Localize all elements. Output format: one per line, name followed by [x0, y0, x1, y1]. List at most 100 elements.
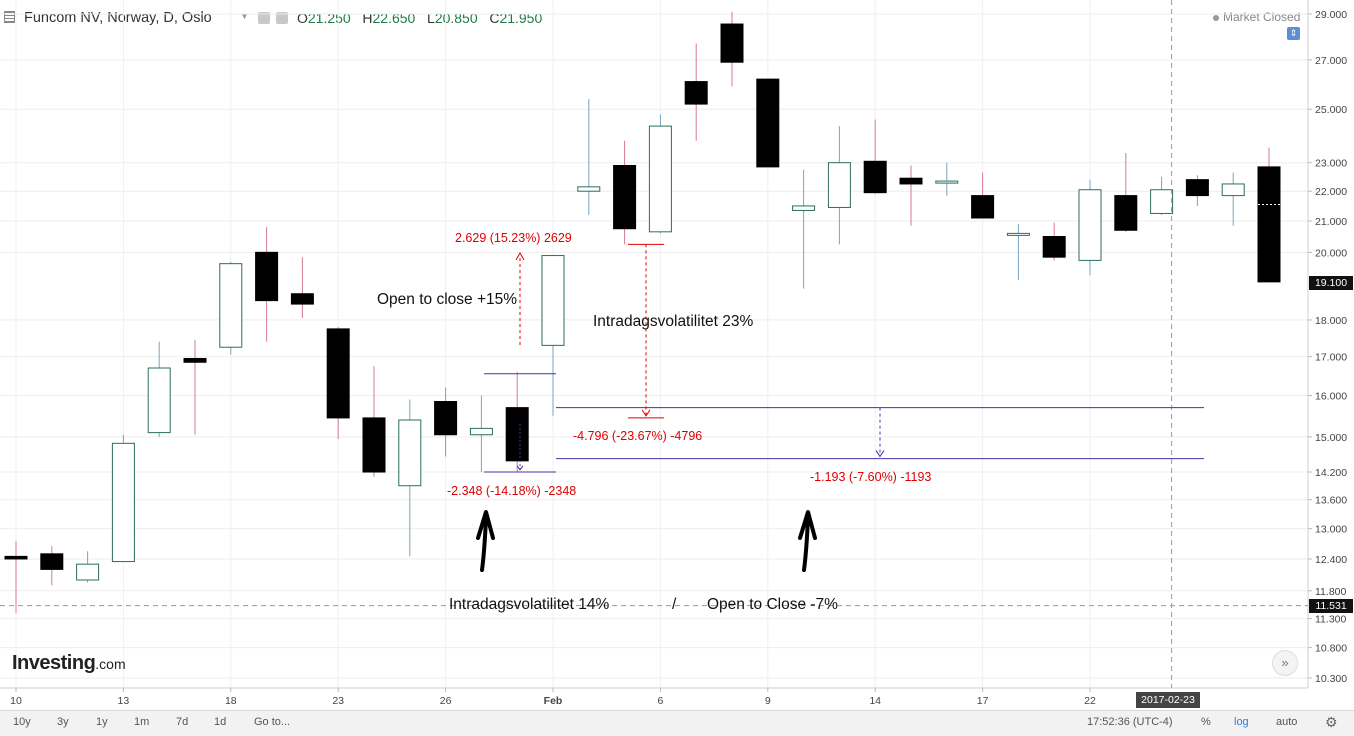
- range-1m[interactable]: 1m: [134, 716, 150, 728]
- annotation-left-measure: -2.348 (-14.18%) -2348: [447, 484, 577, 498]
- x-tick-label: 17: [977, 695, 989, 707]
- candle: [827, 126, 851, 245]
- candle: [290, 257, 314, 319]
- y-tick-label: 27.000: [1315, 55, 1347, 67]
- scroll-latest-button[interactable]: »: [1272, 650, 1298, 676]
- logo-suffix: .com: [95, 656, 126, 672]
- x-axis: 10 13 18 23 26 Feb 6 9 14 17 22: [0, 687, 1308, 707]
- note-intraday-23: Intradagsvolatilitet 23%: [593, 313, 754, 330]
- arrow-shaft: [480, 516, 488, 572]
- close-label: C: [489, 10, 500, 26]
- arrowhead-mid: [641, 409, 651, 417]
- candle-body: [720, 23, 744, 63]
- scale-toggle-icon[interactable]: ⇕: [1287, 27, 1300, 40]
- y-tick-label: 18.000: [1315, 315, 1347, 327]
- candle-body: [971, 195, 995, 219]
- y-axis: 29.000 27.000 25.000 23.000 22.000 21.000 20.0…: [1307, 0, 1347, 688]
- close-series-icon[interactable]: [276, 12, 288, 24]
- range-1d[interactable]: 1d: [214, 716, 227, 728]
- candle-body: [613, 164, 637, 230]
- arrowhead-left: [516, 465, 524, 471]
- candle: [4, 541, 28, 613]
- candle-body: [326, 328, 350, 419]
- candle: [1042, 222, 1066, 261]
- candle: [1006, 224, 1030, 281]
- percent-toggle[interactable]: %: [1201, 716, 1211, 728]
- low-label: L: [427, 10, 435, 26]
- candle: [469, 395, 493, 473]
- candles: [4, 11, 1281, 613]
- y-tick-label: 17.000: [1315, 352, 1347, 364]
- x-tick-label: Feb: [544, 695, 563, 707]
- candle-body: [648, 125, 672, 233]
- chevron-down-icon[interactable]: ▼: [240, 11, 249, 21]
- candle-body: [827, 162, 851, 208]
- range-7d[interactable]: 7d: [176, 716, 189, 728]
- candle-body: [756, 78, 780, 168]
- y-tick-label: 20.000: [1315, 247, 1347, 259]
- crosshair-price-label: 11.531: [1309, 599, 1353, 613]
- hand-arrow-right: [798, 510, 817, 572]
- open-label: O: [297, 10, 308, 26]
- note-intraday-14: Intradagsvolatilitet 14%: [449, 596, 610, 613]
- candle-body: [255, 251, 279, 302]
- candle: [720, 11, 744, 87]
- candle-body: [1006, 232, 1030, 236]
- candle-body: [1078, 189, 1102, 261]
- hand-arrow-left: [476, 510, 495, 572]
- log-toggle[interactable]: log: [1234, 716, 1249, 728]
- goto-button[interactable]: Go to...: [254, 716, 291, 728]
- range-10y[interactable]: 10y: [13, 716, 31, 728]
- candle: [183, 339, 207, 435]
- range-3y[interactable]: 3y: [57, 716, 69, 728]
- x-tick-label: 10: [10, 695, 22, 707]
- candle: [792, 169, 816, 289]
- candle-body: [40, 553, 64, 570]
- range-1y[interactable]: 1y: [96, 716, 108, 728]
- gear-icon[interactable]: ⚙: [1325, 714, 1338, 730]
- x-tick-label: 6: [657, 695, 663, 707]
- annotation-up-measure: 2.629 (15.23%) 2629: [455, 231, 572, 245]
- candle: [111, 434, 135, 563]
- candle-body: [863, 160, 887, 194]
- candle: [1150, 176, 1174, 215]
- candle-body: [76, 563, 100, 581]
- candle: [219, 262, 243, 355]
- x-tick-label: 13: [118, 695, 130, 707]
- candle: [863, 119, 887, 195]
- x-tick-label: 14: [869, 695, 881, 707]
- arrow-shaft: [802, 516, 810, 572]
- settings-icon[interactable]: [258, 12, 270, 24]
- candle-body: [147, 367, 171, 434]
- candle: [899, 165, 923, 226]
- candle-body: [935, 180, 959, 184]
- y-tick-label: 25.000: [1315, 104, 1347, 116]
- y-tick-label: 21.000: [1315, 216, 1347, 228]
- grid: [0, 0, 1308, 688]
- candle-body: [290, 293, 314, 305]
- x-tick-label: 9: [765, 695, 771, 707]
- x-tick-label: 26: [440, 695, 452, 707]
- candle: [1221, 172, 1245, 226]
- candle: [362, 366, 386, 477]
- menu-icon[interactable]: [4, 11, 15, 23]
- y-tick-label: 11.300: [1315, 614, 1346, 626]
- candle: [935, 162, 959, 196]
- candle: [76, 551, 100, 583]
- investing-logo: Investing.com: [12, 652, 126, 675]
- arrowhead-up: [515, 251, 525, 261]
- clock-readout: 17:52:36 (UTC-4): [1087, 716, 1173, 728]
- candle: [541, 255, 565, 416]
- auto-toggle[interactable]: auto: [1276, 716, 1298, 728]
- candle-body: [434, 401, 458, 436]
- candle-body: [684, 81, 708, 105]
- y-tick-label: 10.300: [1315, 673, 1347, 685]
- candle-body: [899, 177, 923, 185]
- arrow-head: [476, 510, 495, 540]
- candle-body: [398, 419, 422, 487]
- candle: [1185, 175, 1209, 206]
- candle-body: [1042, 236, 1066, 258]
- candle: [577, 99, 601, 215]
- candle: [756, 78, 780, 168]
